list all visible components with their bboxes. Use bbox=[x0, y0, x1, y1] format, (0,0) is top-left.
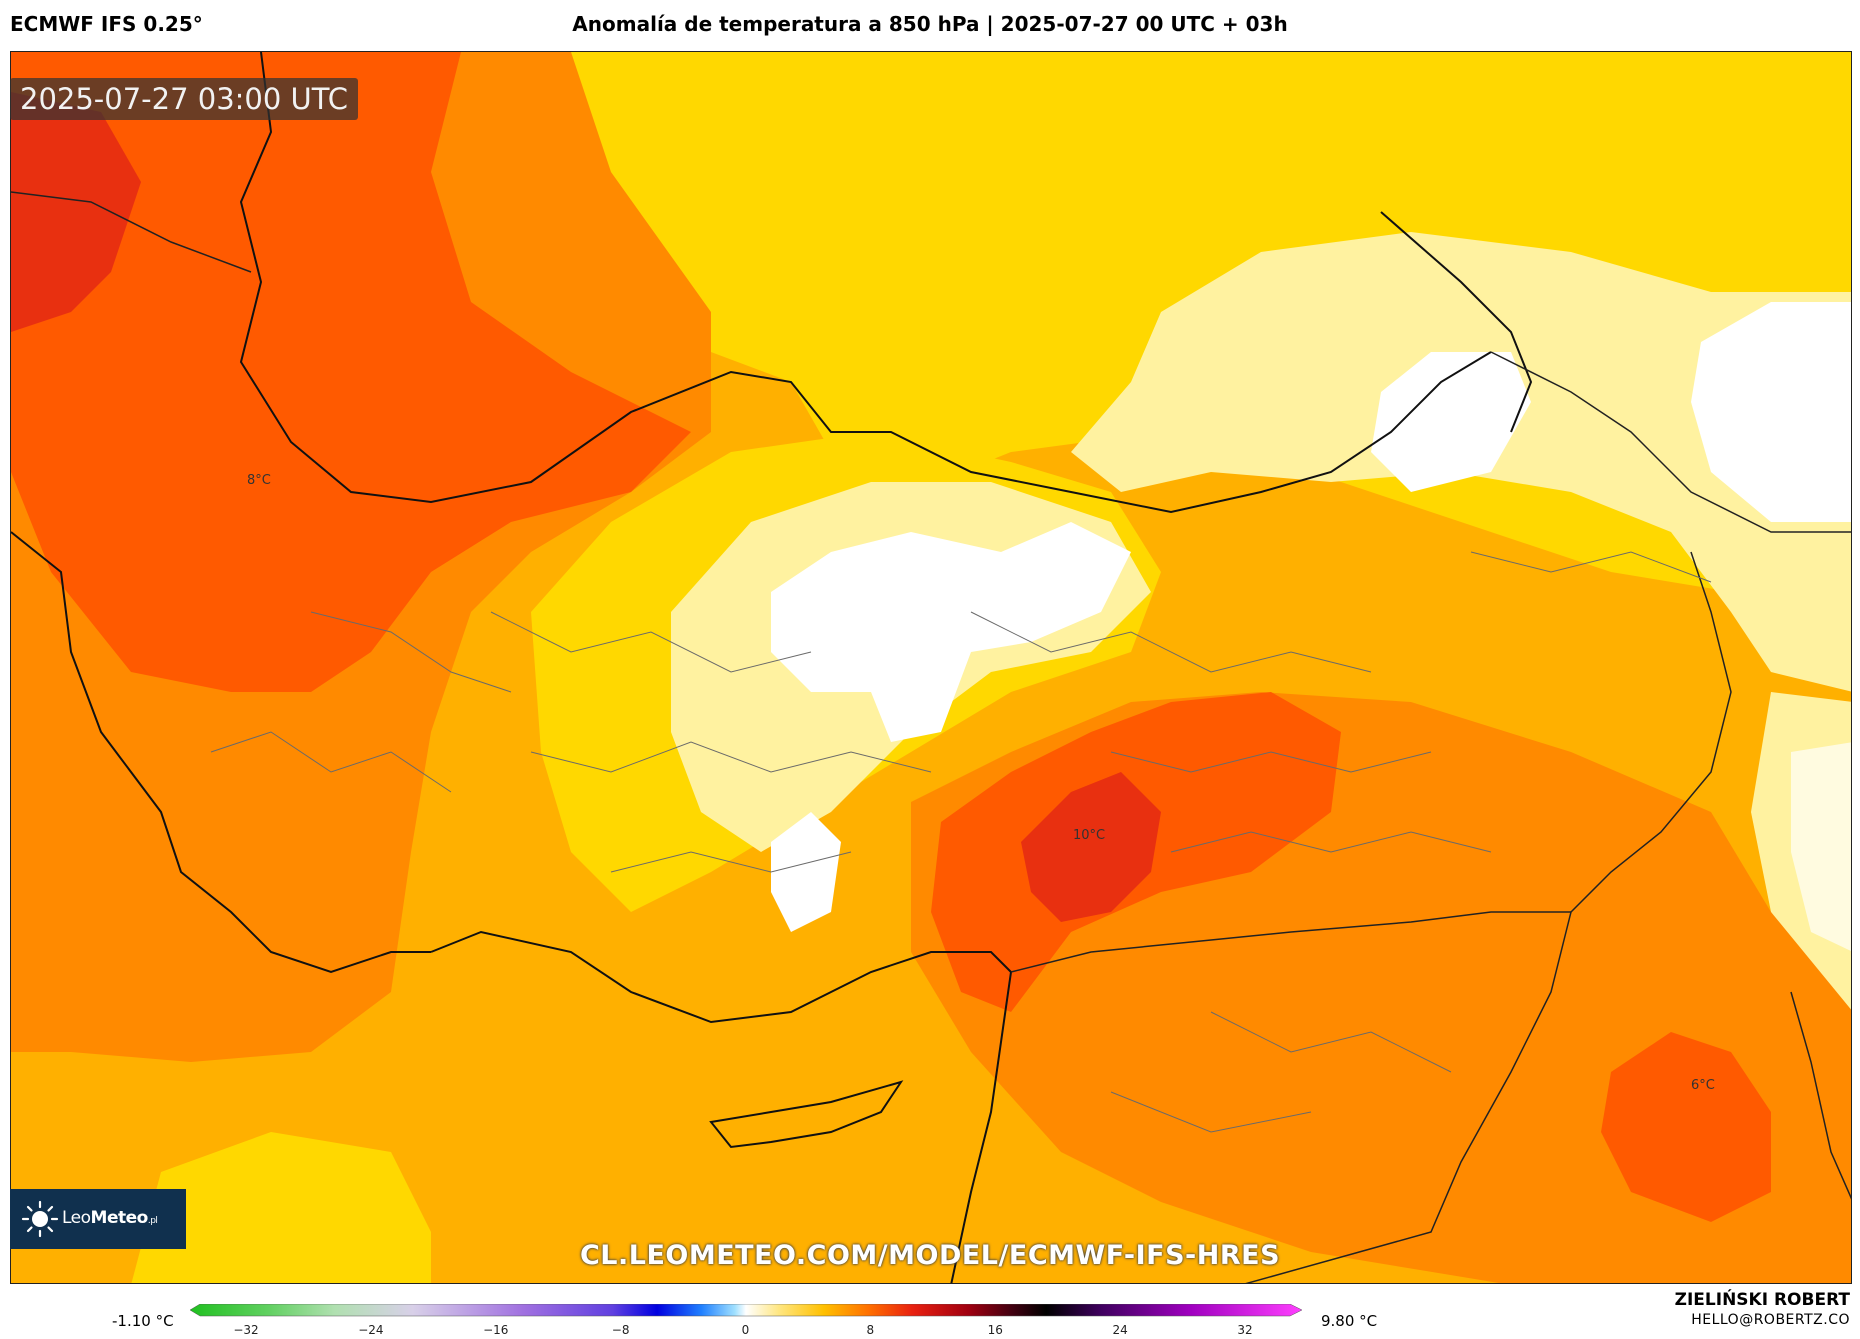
logo-text-light: Leo bbox=[62, 1208, 91, 1228]
logo-text: LeoMeteo.pl bbox=[62, 1208, 158, 1228]
contour-label-10c: 10°C bbox=[1073, 828, 1105, 843]
field-white-central bbox=[771, 522, 1131, 742]
source-url[interactable]: CL.LEOMETEO.COM/MODEL/ECMWF-IFS-HRES bbox=[579, 1240, 1281, 1271]
border-turkey-iran bbox=[1570, 551, 1732, 913]
field-white-northeast bbox=[1691, 302, 1851, 522]
colorbar-tick-label: 8 bbox=[867, 1323, 875, 1337]
colorbar-tick-label: −32 bbox=[233, 1323, 258, 1337]
coastlines bbox=[11, 52, 1533, 1283]
temperature-anomaly-map[interactable]: 8°C 10°C 6°C bbox=[11, 52, 1852, 1284]
model-label: ECMWF IFS 0.25° bbox=[10, 12, 203, 36]
field-red-northwest bbox=[11, 92, 141, 332]
logo-text-bold: Meteo bbox=[90, 1208, 149, 1228]
colorbar-tick-label: −24 bbox=[358, 1323, 383, 1337]
field-dark-orange-iraq bbox=[1601, 1032, 1771, 1222]
colorbar-scale: −32 −24 −16 −8 0 8 16 24 32 bbox=[190, 1304, 1303, 1337]
caspian-north-coast bbox=[1380, 211, 1533, 433]
field-yellow-south bbox=[131, 1132, 431, 1283]
admin-borders bbox=[210, 551, 1712, 1133]
field-white-caucasus bbox=[1371, 352, 1531, 492]
field-red-core bbox=[1021, 772, 1161, 922]
colorbar-max-label: 9.80 °C bbox=[1321, 1312, 1378, 1330]
border-syria-iraq bbox=[1245, 911, 1572, 1283]
colorbar-tick-label: −16 bbox=[483, 1323, 508, 1337]
author-name: ZIELIŃSKI ROBERT bbox=[1674, 1290, 1850, 1310]
colorbar-tick-label: 16 bbox=[988, 1323, 1003, 1337]
field-pale-southeast bbox=[1791, 742, 1851, 952]
colorbar-tick-label: 0 bbox=[742, 1323, 750, 1337]
field-white-south-central bbox=[771, 812, 841, 932]
colorbar-tick-label: −8 bbox=[612, 1323, 630, 1337]
black-sea-coast bbox=[239, 52, 1492, 514]
border-bulgaria bbox=[11, 191, 252, 273]
field-orange-east-patch bbox=[1471, 752, 1551, 852]
logo-suffix: .pl bbox=[147, 1216, 158, 1226]
cyprus bbox=[709, 1080, 904, 1149]
header: ECMWF IFS 0.25° Anomalía de temperatura … bbox=[0, 0, 1860, 50]
contour-label-8c: 8°C bbox=[247, 473, 271, 488]
colorbar-gradient bbox=[190, 1304, 1303, 1317]
colorbar-tick-label: 32 bbox=[1237, 1323, 1252, 1337]
field-dark-orange-northwest bbox=[11, 52, 691, 692]
colorbar: -1.10 °C bbox=[0, 1286, 1860, 1339]
aegean-coast bbox=[11, 531, 431, 974]
levant-coast bbox=[950, 971, 1012, 1283]
colorbar-tick-label: 24 bbox=[1112, 1323, 1127, 1337]
country-borders bbox=[11, 191, 1851, 1283]
border-turkey-syria bbox=[1010, 911, 1571, 973]
border-caucasus bbox=[1490, 351, 1851, 533]
map-title: Anomalía de temperatura a 850 hPa | 2025… bbox=[572, 12, 1288, 36]
contour-label-6c: 6°C bbox=[1691, 1078, 1715, 1093]
map-panel[interactable]: 8°C 10°C 6°C bbox=[10, 51, 1852, 1284]
valid-time-badge: 2025-07-27 03:00 UTC bbox=[10, 78, 359, 120]
colorbar-min-label: -1.10 °C bbox=[112, 1312, 174, 1330]
author-email[interactable]: HELLO@ROBERTZ.CO bbox=[1691, 1312, 1850, 1328]
sun-icon bbox=[21, 1200, 59, 1238]
mediterranean-coast bbox=[430, 930, 1012, 1024]
border-iran-iraq bbox=[1790, 991, 1851, 1200]
leometeo-logo[interactable]: LeoMeteo.pl bbox=[10, 1189, 186, 1249]
